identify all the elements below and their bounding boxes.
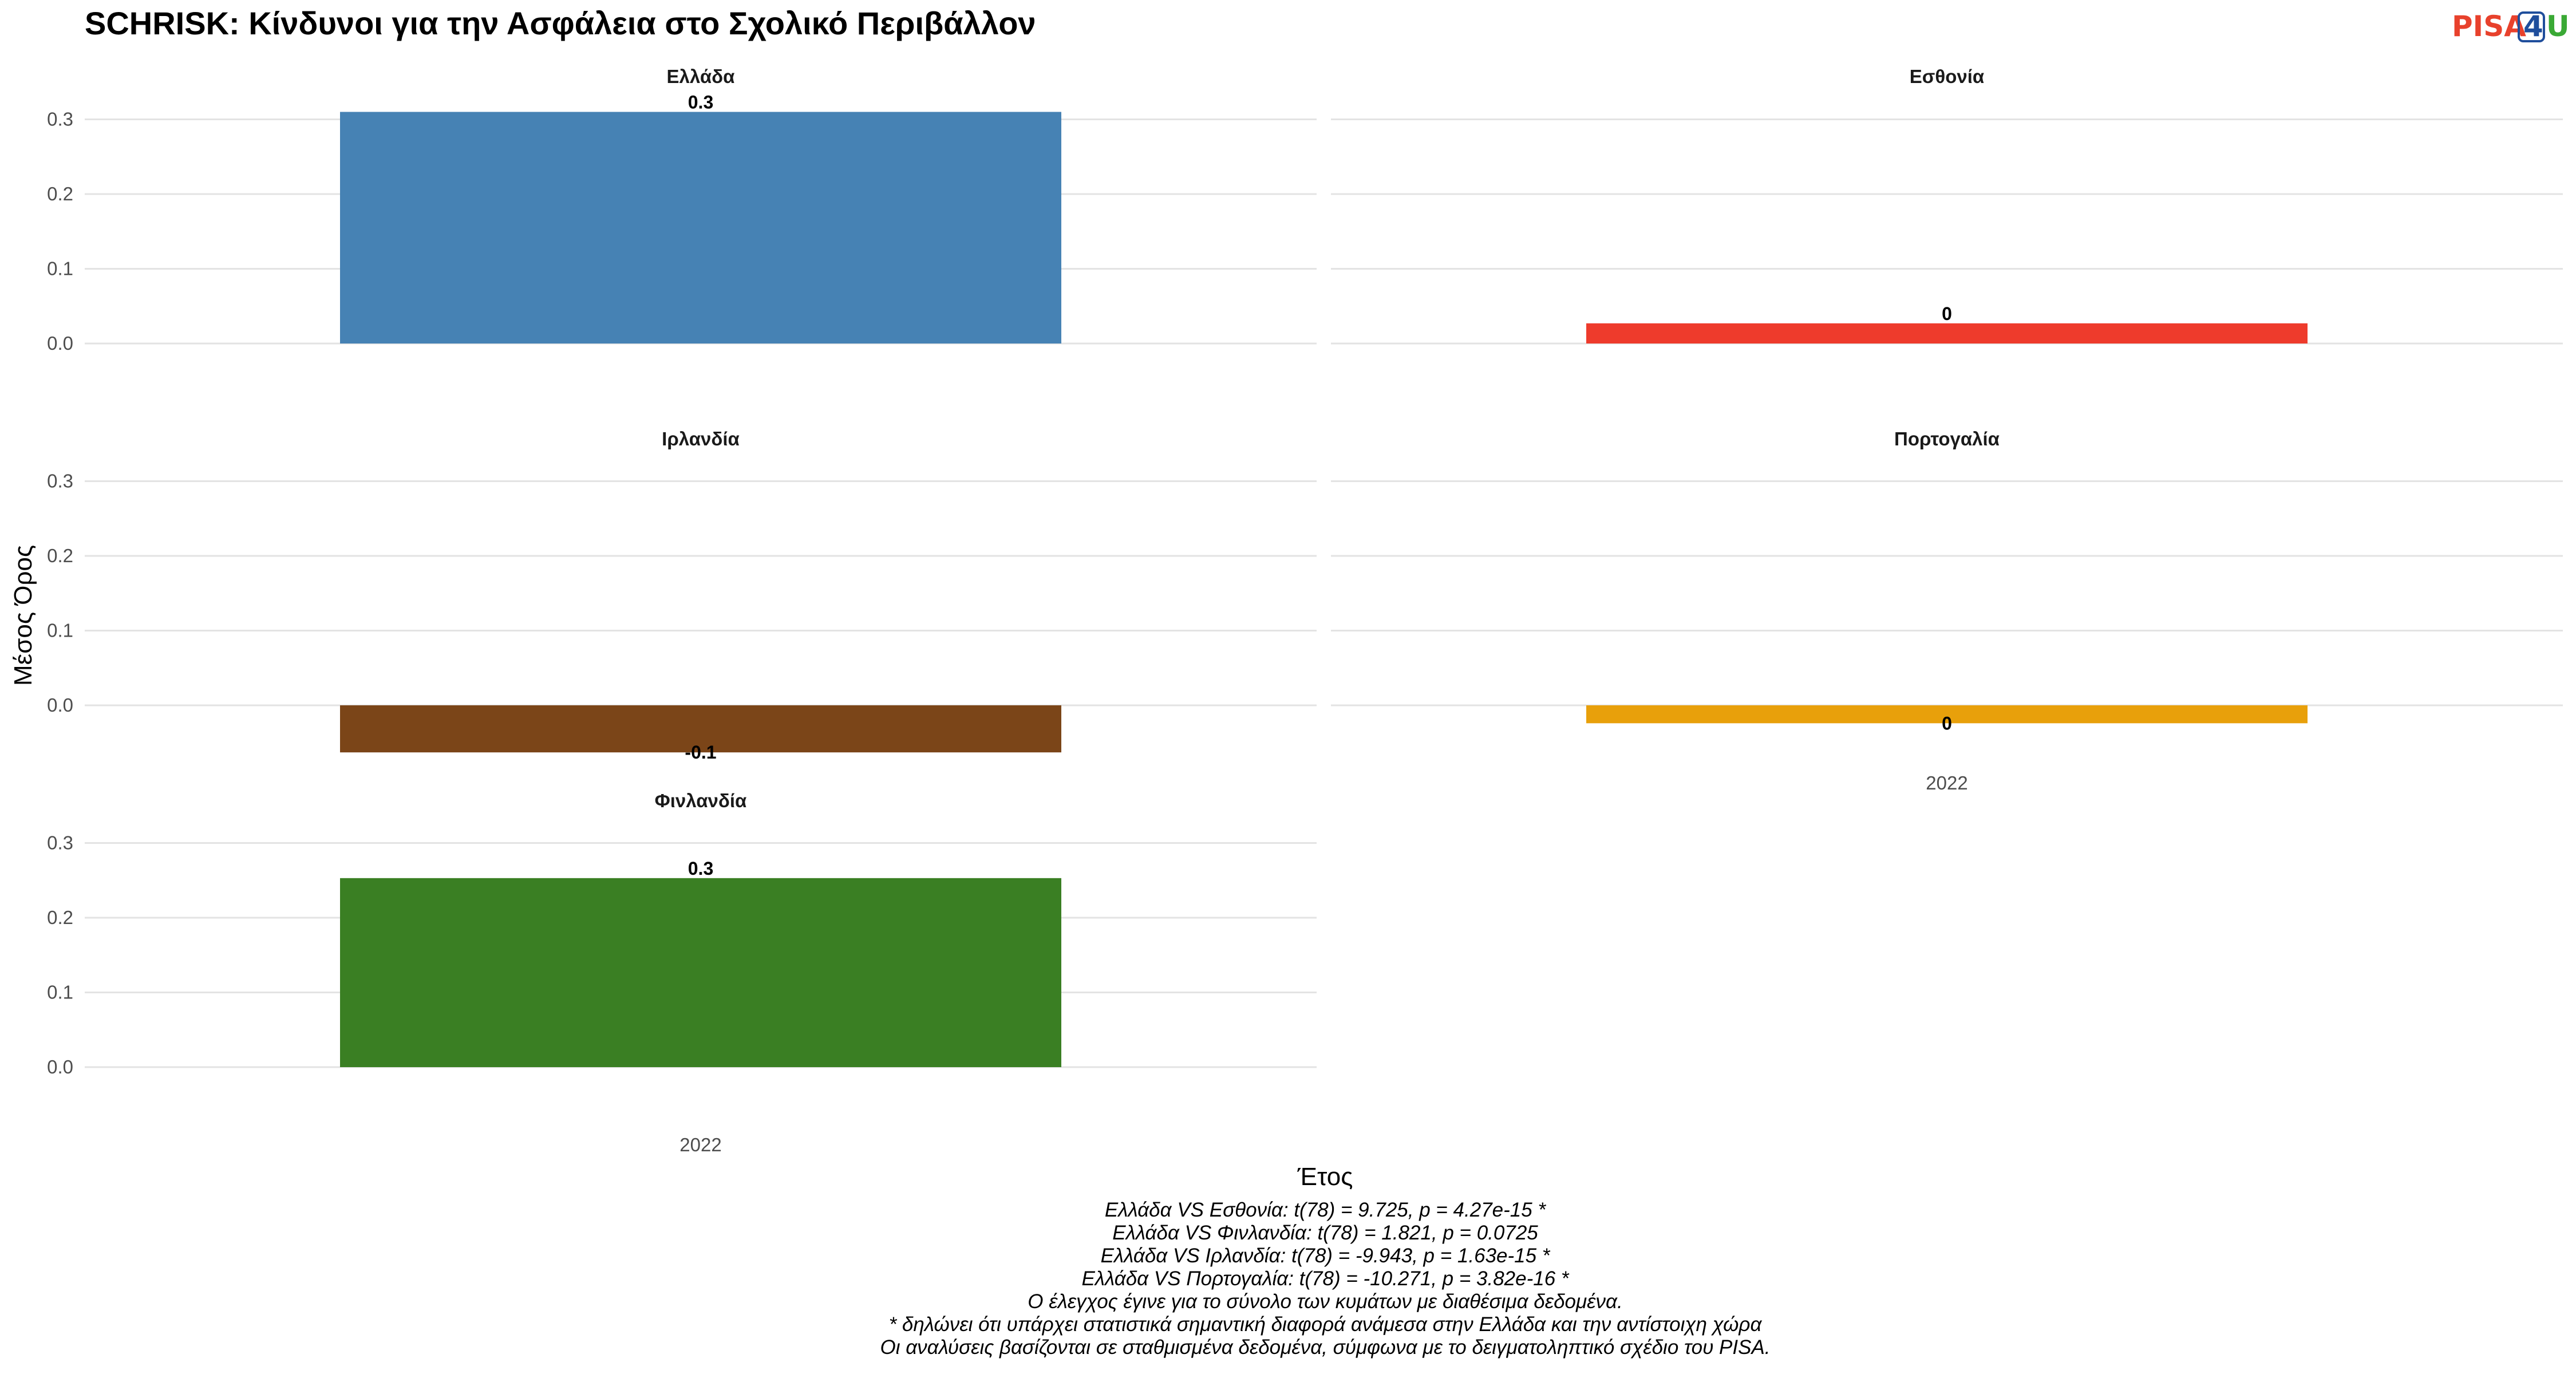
x-tick-label: 2022 — [679, 1134, 721, 1155]
bar-value-label: -0.1 — [685, 742, 716, 763]
bar — [1586, 705, 2308, 724]
y-tick-label: 0.3 — [47, 832, 73, 854]
y-tick-label: 0.1 — [47, 258, 73, 279]
y-tick-label: 0.0 — [47, 333, 73, 354]
y-axis-title: Μέσος Όρος — [9, 545, 37, 686]
caption-line: Ελλάδα VS Εσθονία: t(78) = 9.725, p = 4.… — [1105, 1199, 1547, 1221]
logo-box — [2518, 11, 2545, 42]
bar-value-label: 0.3 — [688, 92, 713, 112]
caption-line: Οι αναλύσεις βασίζονται σε σταθμισμένα δ… — [880, 1336, 1770, 1359]
caption-line: Ελλάδα VS Πορτογαλία: t(78) = -10.271, p… — [1081, 1268, 1569, 1290]
y-tick-label: 0.0 — [47, 1056, 73, 1077]
caption-line: Ελλάδα VS Ιρλανδία: t(78) = -9.943, p = … — [1101, 1245, 1551, 1267]
logo-text-four: 4 — [2523, 10, 2543, 43]
chart-title: SCHRISK: Κίνδυνοι για την Ασφάλεια στο Σ… — [85, 5, 1036, 41]
bar — [1586, 323, 2308, 344]
panel-strip-label: Εσθονία — [1910, 66, 1984, 87]
y-tick-label: 0.1 — [47, 982, 73, 1003]
y-tick-label: 0.2 — [47, 545, 73, 566]
y-tick-label: 0.2 — [47, 183, 73, 204]
panel-5: Φινλανδία 0.0 0.1 0.2 0.3 0.3 2022 — [47, 790, 1317, 1155]
panel-strip-label: Ιρλανδία — [662, 428, 740, 449]
x-tick-label: 2022 — [1926, 772, 1967, 793]
panel-2: Εσθονία 0 — [1331, 66, 2563, 345]
caption-line: * δηλώνει ότι υπάρχει στατιστικά σημαντι… — [889, 1313, 1763, 1336]
y-tick-label: 0.2 — [47, 907, 73, 928]
facet-panels: Ελλάδα 0.0 0.1 0.2 0.3 0.3 Εσθονία 0 Ιρλανδία 0.0… — [47, 66, 2563, 1155]
y-tick-label: 0.3 — [47, 471, 73, 492]
panel-strip-label: Ελλάδα — [667, 66, 735, 87]
caption-line: Ελλάδα VS Φινλανδία: t(78) = 1.821, p = … — [1112, 1222, 1538, 1244]
bar-value-label: 0 — [1942, 303, 1952, 324]
y-tick-label: 0.1 — [47, 620, 73, 641]
logo-text-pisa: PISA — [2452, 10, 2526, 43]
panel-4: Πορτογαλία 0 2022 — [1331, 428, 2563, 793]
panel-strip-label: Πορτογαλία — [1894, 428, 2000, 449]
caption-line: Ο έλεγχος έγινε για το σύνολο των κυμάτω… — [1028, 1290, 1623, 1313]
logo-text-u: U — [2546, 10, 2570, 43]
logo: PISA 4 U — [2452, 10, 2570, 43]
panel-3: Ιρλανδία 0.0 0.1 0.2 0.3 -0.1 — [47, 428, 1317, 763]
bar — [340, 878, 1061, 1067]
bar — [340, 705, 1061, 753]
x-axis-title: Έτος — [1297, 1163, 1353, 1191]
bar — [340, 112, 1061, 344]
panel-1: Ελλάδα 0.0 0.1 0.2 0.3 0.3 — [47, 66, 1317, 354]
bar-value-label: 0 — [1942, 713, 1952, 733]
y-tick-label: 0.0 — [47, 694, 73, 716]
y-tick-label: 0.3 — [47, 109, 73, 130]
panel-strip-label: Φινλανδία — [655, 790, 747, 811]
caption: Ελλάδα VS Εσθονία: t(78) = 9.725, p = 4.… — [880, 1199, 1770, 1359]
bar-value-label: 0.3 — [688, 858, 713, 879]
